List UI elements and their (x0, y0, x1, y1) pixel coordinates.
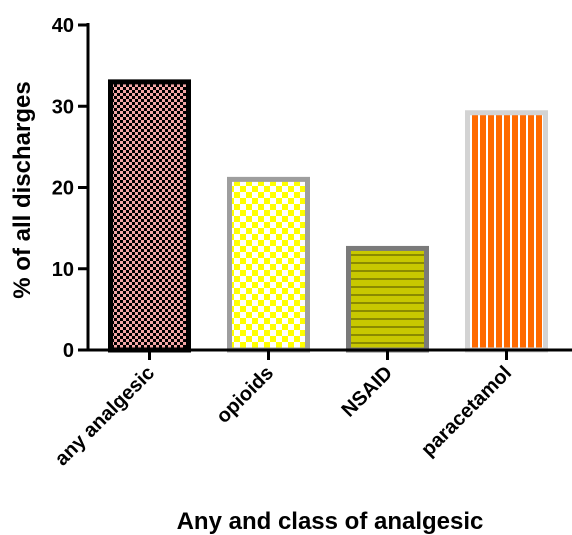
bars-group (108, 79, 548, 353)
bar-any-analgesic (108, 79, 191, 353)
y-tick-label: 20 (52, 178, 74, 200)
y-tick-label: 30 (52, 96, 74, 118)
y-tick-label: 0 (63, 340, 74, 362)
y-axis: 0 10 20 30 40 (52, 15, 90, 362)
bar-opioids (227, 176, 310, 353)
x-tick-label: opioids (212, 362, 278, 428)
x-axis: any analgesic opioids NSAID paracetamol (51, 348, 572, 470)
y-tick-label: 40 (52, 15, 74, 37)
x-tick-label: any analgesic (51, 362, 159, 470)
x-tick-label: paracetamol (417, 362, 516, 461)
bar-nsaid (346, 245, 429, 353)
y-tick-label: 10 (52, 259, 74, 281)
y-axis-title: % of all discharges (9, 81, 36, 298)
bar-paracetamol (465, 110, 548, 353)
x-axis-title: Any and class of analgesic (177, 508, 484, 535)
x-tick-label: NSAID (337, 362, 397, 422)
